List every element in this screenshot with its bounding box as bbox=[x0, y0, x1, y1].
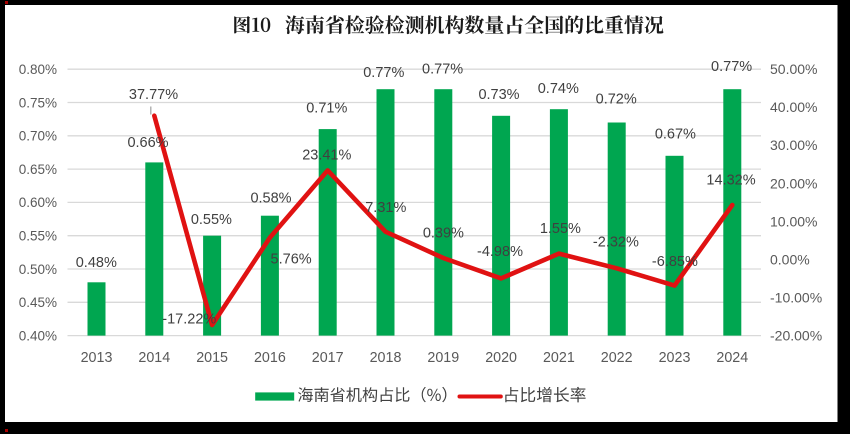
svg-text:-4.98%: -4.98% bbox=[477, 244, 523, 260]
svg-text:37.77%: 37.77% bbox=[129, 87, 178, 103]
svg-text:0.75%: 0.75% bbox=[19, 95, 57, 110]
svg-text:-10.00%: -10.00% bbox=[770, 289, 822, 305]
svg-text:0.77%: 0.77% bbox=[711, 59, 752, 75]
svg-text:0.77%: 0.77% bbox=[363, 65, 404, 81]
svg-text:2013: 2013 bbox=[81, 350, 113, 366]
svg-text:0.48%: 0.48% bbox=[76, 255, 117, 271]
svg-text:1.55%: 1.55% bbox=[540, 221, 581, 237]
svg-text:2014: 2014 bbox=[138, 350, 170, 366]
svg-text:0.40%: 0.40% bbox=[19, 328, 57, 343]
svg-text:50.00%: 50.00% bbox=[770, 61, 817, 77]
svg-text:23.41%: 23.41% bbox=[302, 148, 351, 164]
svg-text:2022: 2022 bbox=[601, 350, 633, 366]
svg-text:0.67%: 0.67% bbox=[655, 127, 696, 143]
svg-text:0.77%: 0.77% bbox=[422, 62, 463, 78]
svg-text:0.72%: 0.72% bbox=[596, 91, 637, 107]
svg-text:0.58%: 0.58% bbox=[250, 191, 291, 207]
svg-text:5.76%: 5.76% bbox=[271, 252, 312, 268]
svg-text:0.65%: 0.65% bbox=[19, 162, 57, 177]
svg-text:-6.85%: -6.85% bbox=[652, 254, 698, 270]
svg-text:14.32%: 14.32% bbox=[706, 173, 755, 189]
svg-text:0.66%: 0.66% bbox=[127, 135, 168, 151]
svg-text:0.74%: 0.74% bbox=[538, 81, 579, 97]
svg-text:40.00%: 40.00% bbox=[770, 99, 817, 115]
svg-text:2021: 2021 bbox=[543, 350, 575, 366]
svg-text:2018: 2018 bbox=[370, 350, 402, 366]
svg-text:0.70%: 0.70% bbox=[19, 129, 57, 144]
svg-text:0.45%: 0.45% bbox=[19, 295, 57, 310]
svg-text:0.60%: 0.60% bbox=[19, 195, 57, 210]
svg-text:2024: 2024 bbox=[716, 350, 748, 366]
svg-text:-2.32%: -2.32% bbox=[593, 234, 639, 250]
svg-text:0.39%: 0.39% bbox=[423, 226, 464, 242]
svg-text:0.00%: 0.00% bbox=[770, 251, 810, 267]
svg-text:30.00%: 30.00% bbox=[770, 137, 817, 153]
svg-text:0.55%: 0.55% bbox=[191, 212, 232, 228]
svg-text:2023: 2023 bbox=[659, 350, 691, 366]
svg-text:0.73%: 0.73% bbox=[478, 87, 519, 103]
svg-text:2015: 2015 bbox=[196, 350, 228, 366]
svg-text:-20.00%: -20.00% bbox=[770, 328, 822, 344]
svg-text:2017: 2017 bbox=[312, 350, 344, 366]
svg-text:0.55%: 0.55% bbox=[19, 229, 57, 244]
svg-text:-17.22%: -17.22% bbox=[162, 311, 216, 327]
svg-text:2020: 2020 bbox=[485, 350, 517, 366]
svg-text:7.31%: 7.31% bbox=[365, 200, 406, 216]
svg-text:2016: 2016 bbox=[254, 350, 286, 366]
svg-text:0.80%: 0.80% bbox=[19, 62, 57, 77]
svg-text:20.00%: 20.00% bbox=[770, 175, 817, 191]
svg-text:0.71%: 0.71% bbox=[306, 100, 347, 116]
svg-text:10.00%: 10.00% bbox=[770, 213, 817, 229]
svg-text:2019: 2019 bbox=[427, 350, 459, 366]
svg-text:0.50%: 0.50% bbox=[19, 262, 57, 277]
